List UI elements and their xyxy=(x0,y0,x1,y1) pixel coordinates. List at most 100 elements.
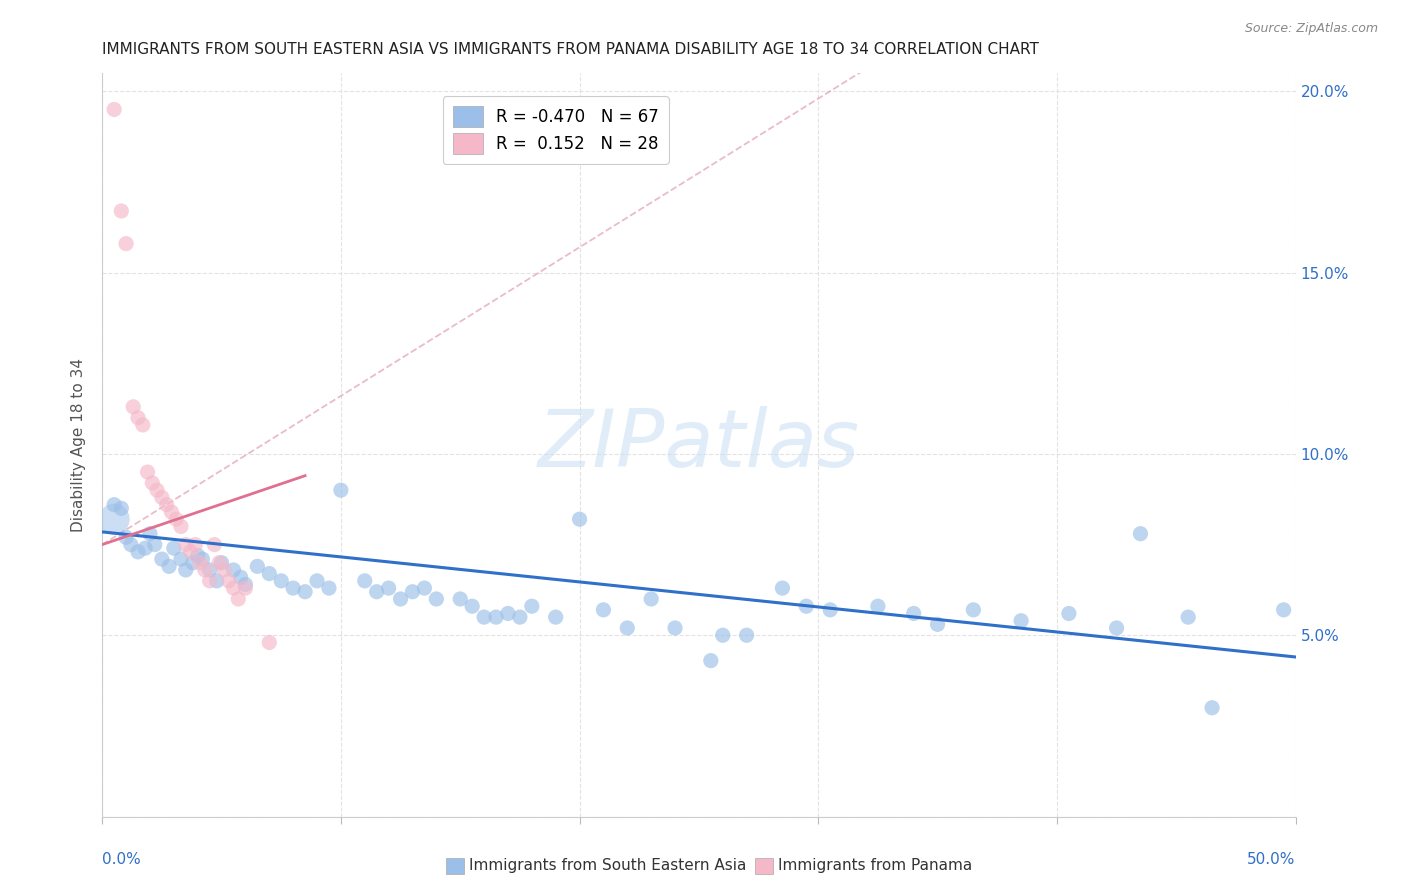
Point xyxy=(170,519,193,533)
Point xyxy=(329,483,352,498)
Point xyxy=(120,538,142,552)
Point xyxy=(1057,607,1080,621)
Point xyxy=(184,538,207,552)
Point xyxy=(461,599,484,614)
Point xyxy=(866,599,889,614)
Point xyxy=(150,552,173,566)
Text: Immigrants from South Eastern Asia: Immigrants from South Eastern Asia xyxy=(470,858,747,873)
Point xyxy=(1177,610,1199,624)
Point xyxy=(1129,526,1152,541)
Point xyxy=(202,538,225,552)
Point xyxy=(110,501,132,516)
Point xyxy=(134,541,156,556)
Point xyxy=(208,556,231,570)
Point xyxy=(212,563,235,577)
Point xyxy=(150,491,173,505)
Y-axis label: Disability Age 18 to 34: Disability Age 18 to 34 xyxy=(72,358,86,532)
Point xyxy=(389,591,412,606)
Point xyxy=(377,581,399,595)
Point xyxy=(157,559,180,574)
Point xyxy=(198,574,221,588)
Point xyxy=(163,541,186,556)
Text: 50.0%: 50.0% xyxy=(1247,852,1295,867)
Point xyxy=(141,475,163,490)
Point xyxy=(472,610,495,624)
Point xyxy=(927,617,949,632)
Point xyxy=(235,581,257,595)
Point xyxy=(218,574,240,588)
Point xyxy=(165,512,187,526)
Point xyxy=(110,204,132,219)
Point xyxy=(413,581,436,595)
Point xyxy=(156,498,179,512)
Point xyxy=(187,549,209,563)
Point xyxy=(735,628,758,642)
Point xyxy=(401,584,423,599)
Point xyxy=(259,566,281,581)
Point xyxy=(174,563,197,577)
Point xyxy=(188,556,211,570)
Point xyxy=(544,610,567,624)
Point xyxy=(136,465,159,479)
Point xyxy=(568,512,591,526)
Point xyxy=(283,581,305,595)
Point xyxy=(259,635,281,649)
Point xyxy=(449,591,471,606)
Point xyxy=(520,599,543,614)
Point xyxy=(170,552,193,566)
Point xyxy=(103,498,125,512)
Point xyxy=(770,581,793,595)
Point xyxy=(194,563,217,577)
Point xyxy=(211,556,233,570)
Point xyxy=(1010,614,1032,628)
Legend: R = -0.470   N = 67, R =  0.152   N = 28: R = -0.470 N = 67, R = 0.152 N = 28 xyxy=(443,96,669,164)
Point xyxy=(127,410,149,425)
Point xyxy=(616,621,638,635)
Point xyxy=(818,603,841,617)
Point xyxy=(229,570,252,584)
Text: ZIPatlas: ZIPatlas xyxy=(538,406,860,483)
Point xyxy=(485,610,508,624)
Point xyxy=(181,556,204,570)
Point xyxy=(235,577,257,591)
Point xyxy=(1272,603,1295,617)
Point xyxy=(1105,621,1128,635)
Point xyxy=(366,584,388,599)
Point xyxy=(903,607,925,621)
Point xyxy=(122,400,145,414)
Point xyxy=(1201,700,1223,714)
Point xyxy=(180,545,202,559)
Point xyxy=(962,603,984,617)
Point xyxy=(794,599,817,614)
Text: IMMIGRANTS FROM SOUTH EASTERN ASIA VS IMMIGRANTS FROM PANAMA DISABILITY AGE 18 T: IMMIGRANTS FROM SOUTH EASTERN ASIA VS IM… xyxy=(103,42,1039,57)
Point xyxy=(127,545,149,559)
Point xyxy=(139,526,162,541)
Text: 0.0%: 0.0% xyxy=(103,852,141,867)
Point xyxy=(711,628,734,642)
Point xyxy=(222,563,245,577)
Point xyxy=(191,552,214,566)
Point xyxy=(222,581,245,595)
Point xyxy=(198,563,221,577)
Point xyxy=(425,591,447,606)
Point xyxy=(246,559,269,574)
Point xyxy=(132,417,155,432)
Point xyxy=(664,621,686,635)
Point xyxy=(160,505,183,519)
Point xyxy=(592,603,614,617)
Text: Immigrants from Panama: Immigrants from Panama xyxy=(779,858,973,873)
Text: Source: ZipAtlas.com: Source: ZipAtlas.com xyxy=(1244,22,1378,36)
Point xyxy=(305,574,328,588)
Point xyxy=(318,581,340,595)
Point xyxy=(103,512,125,526)
Point xyxy=(509,610,531,624)
Point xyxy=(640,591,662,606)
Point xyxy=(115,530,138,544)
Point xyxy=(294,584,316,599)
Point xyxy=(270,574,292,588)
Point xyxy=(143,538,166,552)
Point xyxy=(146,483,169,498)
Point xyxy=(496,607,519,621)
Point xyxy=(174,538,197,552)
Point xyxy=(205,574,228,588)
